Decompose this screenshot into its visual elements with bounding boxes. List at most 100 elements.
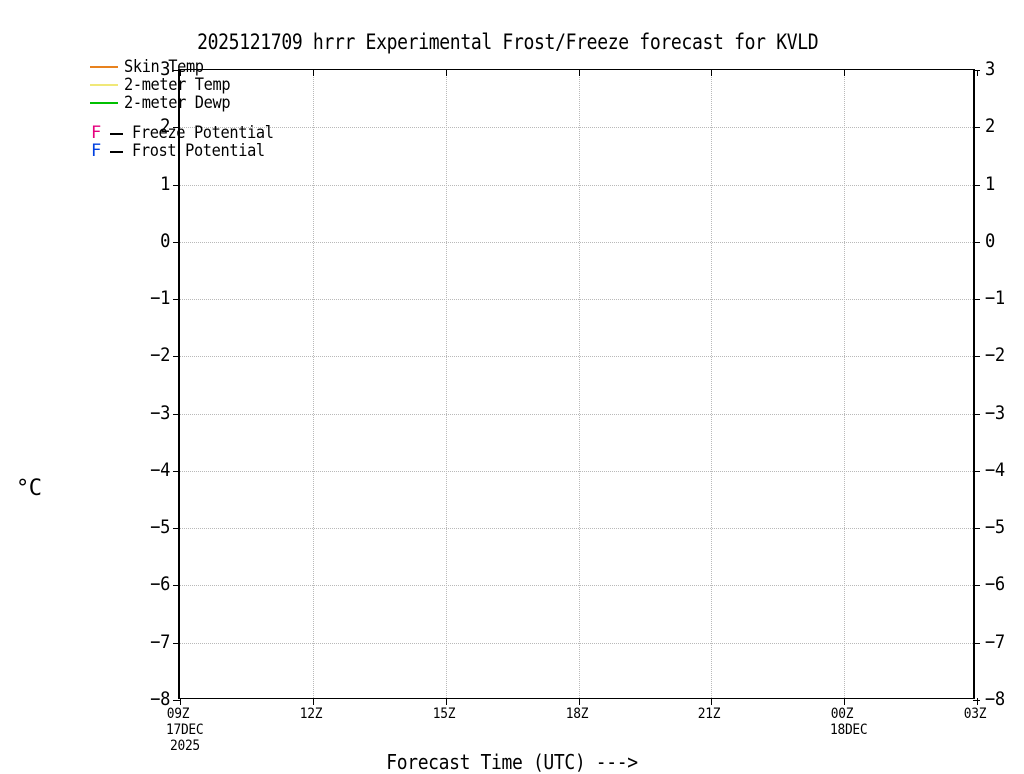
x-axis-label: 18Z: [565, 706, 588, 722]
y-axis-label-left: 2: [160, 115, 170, 138]
x-axis-label: 00Z: [830, 706, 854, 722]
legend-item-skin-temp: Skin Temp: [90, 58, 420, 76]
x-axis-date-label: 18DEC: [830, 722, 868, 738]
y-axis-tick-left: [173, 241, 180, 243]
frost-marker-icon: F: [91, 141, 102, 161]
gridline-horizontal: [180, 585, 973, 587]
gridline-horizontal: [180, 299, 973, 301]
x-axis-tick-top: [711, 70, 713, 76]
x-axis-tick-top: [977, 70, 978, 76]
y-axis-label-left: −8: [150, 688, 170, 710]
gridline-horizontal: [180, 470, 973, 472]
y-axis-label-left: −1: [150, 287, 170, 310]
y-axis-label-right: −7: [985, 630, 1005, 653]
y-axis-tick-left: [173, 413, 180, 415]
y-axis-title: °C: [16, 476, 42, 501]
x-axis-date-label: 17DEC: [166, 722, 204, 738]
x-axis-tick-top: [180, 70, 181, 76]
y-axis-label-left: −3: [150, 401, 170, 424]
y-axis-label-left: −4: [150, 458, 170, 481]
y-axis-label-left: −2: [150, 344, 170, 367]
y-axis-tick-left: [173, 127, 180, 129]
gridline-vertical: [578, 70, 580, 698]
y-axis-label-right: −2: [985, 344, 1005, 367]
y-axis-label-left: 1: [160, 172, 170, 195]
legend-item-frost-potential: F Frost Potential: [90, 142, 420, 160]
y-axis-tick-right: [973, 127, 980, 129]
y-axis-label-left: −7: [150, 630, 170, 653]
x-axis-tick: [312, 698, 314, 705]
legend-item-2-meter-temp: 2-meter Temp: [90, 76, 420, 94]
y-axis-tick-left: [173, 585, 180, 587]
y-axis-label-left: −6: [150, 573, 170, 596]
legend-label: Skin Temp: [124, 57, 204, 77]
gridline-horizontal: [180, 356, 973, 358]
x-axis-tick-top: [312, 70, 314, 76]
y-axis-tick-left: [173, 700, 180, 701]
legend-label: 2-meter Dewp: [124, 93, 231, 113]
line-swatch-icon: [90, 102, 118, 104]
y-axis-tick-right: [973, 470, 980, 472]
x-axis-tick: [180, 698, 181, 705]
x-axis-label: 12Z: [299, 706, 323, 722]
y-axis-label-right: −4: [985, 458, 1005, 481]
x-axis-tick: [445, 698, 447, 705]
freeze-marker-icon: F: [91, 123, 102, 143]
gridline-horizontal: [180, 528, 973, 530]
x-axis-tick-top: [578, 70, 580, 76]
y-axis-tick-left: [173, 356, 180, 358]
x-axis-label: 03Z: [963, 706, 987, 722]
y-axis-label-right: −3: [985, 401, 1005, 424]
y-axis-label-right: 2: [985, 115, 995, 138]
y-axis-tick-right: [973, 241, 980, 243]
y-axis-tick-right: [973, 299, 980, 301]
gridline-horizontal: [180, 413, 973, 415]
y-axis-tick-right: [973, 413, 980, 415]
y-axis-tick-right: [973, 70, 980, 71]
y-axis-tick-left: [173, 470, 180, 472]
y-axis-label-right: −5: [985, 516, 1005, 539]
page-title: 2025121709 hrrr Experimental Frost/Freez…: [197, 30, 819, 54]
legend-item-freeze-potential: F Freeze Potential: [90, 124, 420, 142]
x-axis-label: 15Z: [432, 706, 455, 722]
y-axis-tick-left: [173, 528, 180, 530]
y-axis-tick-right: [973, 700, 980, 701]
x-axis-tick-top: [844, 70, 846, 76]
y-axis-label-right: 0: [985, 229, 995, 252]
y-axis-label-right: 3: [985, 58, 995, 80]
y-axis-tick-right: [973, 184, 980, 186]
gridline-vertical: [312, 70, 314, 698]
y-axis-label-right: −6: [985, 573, 1005, 596]
x-axis-year-label: 2025: [170, 738, 200, 754]
y-axis-tick-right: [973, 356, 980, 358]
y-axis-label-left: −5: [150, 516, 170, 539]
legend-label: Frost Potential: [132, 141, 265, 161]
legend: Skin Temp 2-meter Temp 2-meter Dewp F Fr…: [90, 58, 420, 160]
y-axis-tick-right: [973, 642, 980, 644]
y-axis-label-right: 1: [985, 172, 995, 195]
x-axis-tick: [977, 698, 978, 705]
y-axis-tick-left: [173, 70, 180, 71]
gridline-horizontal: [180, 642, 973, 644]
gridline-horizontal: [180, 127, 973, 129]
y-axis-tick-left: [173, 642, 180, 644]
y-axis-tick-left: [173, 299, 180, 301]
line-swatch-icon: [90, 66, 118, 68]
gridline-horizontal: [180, 241, 973, 243]
gridline-vertical: [844, 70, 846, 698]
dash-icon: [110, 133, 123, 135]
line-swatch-icon: [90, 84, 118, 86]
y-axis-tick-right: [973, 585, 980, 587]
y-axis-label-left: 3: [160, 58, 170, 80]
legend-item-2-meter-dewp: 2-meter Dewp: [90, 94, 420, 112]
x-axis-label: 09Z: [166, 706, 190, 722]
gridline-vertical: [445, 70, 447, 698]
x-axis-tick: [844, 698, 846, 705]
gridline-horizontal: [180, 184, 973, 186]
dash-icon: [110, 151, 123, 153]
y-axis-label-left: 0: [160, 229, 170, 252]
plot-area: [173, 69, 980, 705]
x-axis-tick: [711, 698, 713, 705]
gridline-vertical: [711, 70, 713, 698]
x-axis-tick-top: [445, 70, 447, 76]
